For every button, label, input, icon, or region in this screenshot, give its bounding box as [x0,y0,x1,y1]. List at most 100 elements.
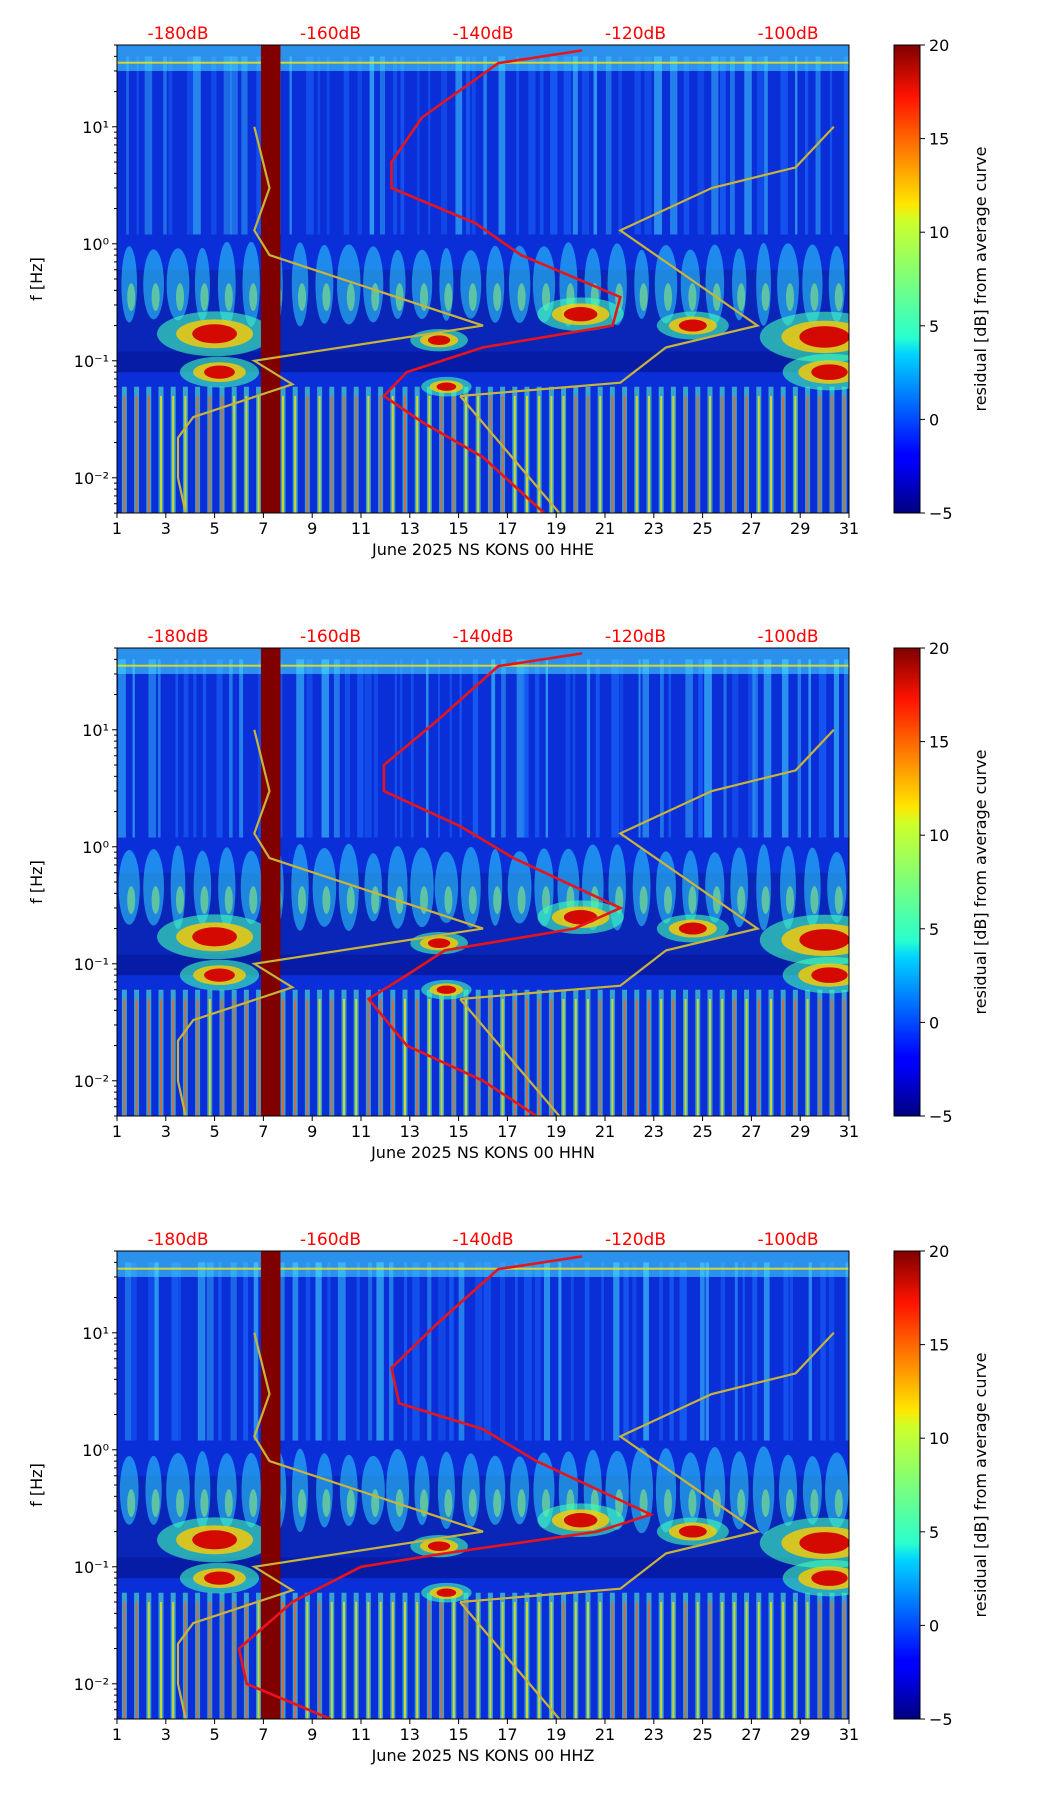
x-tick-label: 3 [161,1725,171,1744]
top-db-label: -120dB [605,1230,666,1250]
data-gap-bar [260,45,281,513]
y-tick-label: 10⁻² [74,469,109,488]
heatmap-texture [117,1251,849,1719]
colorbar-tick-label: 20 [929,36,949,55]
colorbar-tick-label: 0 [929,1616,939,1635]
x-tick-label: 9 [307,519,317,538]
x-tick-label: 29 [790,1122,810,1141]
heatmap-texture [117,648,849,1116]
x-tick-label: 29 [790,1725,810,1744]
y-tick-label: 10⁰ [82,235,109,254]
colorbar-gradient [893,1250,921,1720]
y-tick-label: 10⁻¹ [74,352,109,371]
x-tick-label: 25 [692,1122,712,1141]
x-tick-label: 31 [839,1725,859,1744]
colorbar-label: residual [dB] from average curve [971,147,990,412]
colorbar-tick-label: 20 [929,639,949,658]
average-psd-curve [366,652,624,1116]
average-psd-curve [237,1255,655,1719]
y-tick-label: 10¹ [82,721,109,740]
colorbar-tick-label: 5 [929,317,939,336]
top-db-label: -180dB [147,627,208,647]
colorbar-tick-label: 5 [929,920,939,939]
colorbar-tick-label: 20 [929,1242,949,1261]
x-axis-label: June 2025 NS KONS 00 HHE [371,540,594,559]
x-tick-label: 13 [400,1725,420,1744]
x-tick-label: 7 [258,519,268,538]
colorbar-label: residual [dB] from average curve [971,1353,990,1618]
x-tick-label: 15 [448,1725,468,1744]
x-tick-label: 7 [258,1725,268,1744]
x-tick-label: 27 [741,1725,761,1744]
noise-model-curve-3 [460,1332,835,1604]
x-tick-label: 11 [351,1725,371,1744]
colorbar-gradient [893,44,921,514]
x-tick-label: 23 [644,519,664,538]
top-db-label: -100dB [757,24,818,44]
noise-model-curve-3 [460,729,835,1001]
x-tick-label: 5 [210,1122,220,1141]
y-tick-label: 10⁻¹ [74,1558,109,1577]
top-db-label: -180dB [147,24,208,44]
top-db-label: -140dB [452,24,513,44]
colorbar-tick-label: 10 [929,1429,949,1448]
colorbar-tick-label: 15 [929,733,949,752]
colorbar-tick-label: 15 [929,1336,949,1355]
top-db-label: -180dB [147,1230,208,1250]
top-db-label: -140dB [452,1230,513,1250]
x-tick-label: 7 [258,1122,268,1141]
top-db-label: -120dB [605,627,666,647]
colorbar-tick-label: 15 [929,130,949,149]
y-axis-label: f [Hz] [27,257,46,301]
x-tick-label: 19 [546,1725,566,1744]
noise-model-curve-2 [459,998,561,1116]
x-tick-label: 17 [497,1725,517,1744]
x-tick-label: 27 [741,519,761,538]
colorbar: −5 0 5 10 15 20 residual [dB] from average cur… [893,639,990,1126]
x-tick-label: 29 [790,519,810,538]
y-axis-label: f [Hz] [27,860,46,904]
x-axis-label: June 2025 NS KONS 00 HHZ [371,1746,595,1765]
x-axis-label: June 2025 NS KONS 00 HHN [370,1143,595,1162]
data-gap-bar [260,1251,281,1719]
x-tick-label: 25 [692,1725,712,1744]
y-tick-label: 10¹ [82,118,109,137]
y-tick-label: 10¹ [82,1324,109,1343]
top-db-label: -160dB [300,24,361,44]
x-tick-label: 9 [307,1725,317,1744]
top-db-label: -120dB [605,24,666,44]
noise-model-curve-1 [176,729,484,1116]
noise-model-curve-3 [460,126,835,398]
x-tick-label: 19 [546,519,566,538]
x-tick-label: 1 [112,1122,122,1141]
average-psd-curve [381,49,622,513]
y-tick-label: 10⁻² [74,1675,109,1694]
x-tick-label: 13 [400,519,420,538]
colorbar-tick-label: 0 [929,410,939,429]
x-tick-label: 23 [644,1725,664,1744]
top-db-label: -100dB [757,627,818,647]
colorbar-tick-label: −5 [929,504,953,523]
x-tick-label: 15 [448,1122,468,1141]
x-tick-label: 5 [210,519,220,538]
top-db-label: -100dB [757,1230,818,1250]
colorbar-label: residual [dB] from average curve [971,750,990,1015]
heatmap-texture [117,45,849,513]
colorbar-tick-label: 0 [929,1013,939,1032]
colorbar-tick-label: 10 [929,223,949,242]
noise-model-curve-1 [176,1332,484,1719]
colorbar-tick-label: −5 [929,1107,953,1126]
x-tick-label: 21 [595,1122,615,1141]
x-tick-label: 5 [210,1725,220,1744]
colorbar-tick-label: 10 [929,826,949,845]
x-tick-label: 15 [448,519,468,538]
noise-model-curve-2 [459,395,561,513]
x-tick-label: 3 [161,1122,171,1141]
x-tick-label: 21 [595,1725,615,1744]
y-tick-label: 10⁰ [82,1441,109,1460]
y-tick-label: 10⁰ [82,838,109,857]
